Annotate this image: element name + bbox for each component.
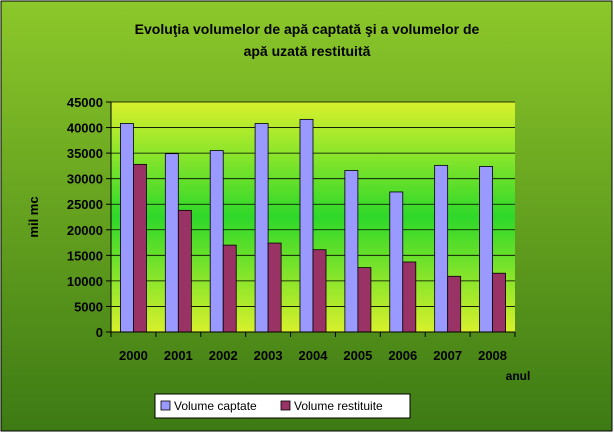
x-tick-label: 2000 (119, 348, 148, 363)
bar-restituite-2000 (133, 163, 147, 333)
x-tick-label: 2006 (388, 348, 417, 363)
y-tick-label: 35000 (67, 146, 103, 161)
axes: 0 5000 10000 15000 20000 25000 30000 35000 40000… (67, 95, 516, 363)
bar-restituite-2007 (447, 275, 462, 333)
chart-title-line-1: Evoluţia volumelor de apă captată şi a v… (135, 21, 480, 37)
x-tick-label: 2005 (343, 348, 372, 363)
bar-restituite-2001 (177, 209, 192, 333)
bar-restituite-2004 (312, 249, 327, 333)
bar-captate-2003 (254, 123, 269, 333)
legend-swatch-captate (160, 400, 171, 411)
bar-captate-2008 (479, 165, 493, 333)
bar-captate-2004 (299, 118, 314, 333)
bar-restituite-2008 (492, 272, 506, 333)
y-tick-label: 20000 (67, 223, 103, 238)
bar-captate-2007 (434, 164, 449, 333)
y-tick-label: 0 (96, 325, 103, 340)
x-tick-label: 2007 (433, 348, 462, 363)
bar-restituite-2003 (267, 242, 282, 333)
y-tick-label: 45000 (67, 95, 103, 110)
bar-restituite-2002 (222, 244, 237, 333)
bars (120, 118, 506, 333)
y-tick-label: 15000 (67, 248, 103, 263)
bar-restituite-2006 (402, 261, 417, 333)
y-tick-label: 30000 (67, 172, 103, 187)
legend-swatch-restituite (280, 400, 291, 411)
x-tick-label: 2008 (478, 348, 507, 363)
bar-captate-2002 (209, 150, 224, 333)
x-tick-label: 2001 (164, 348, 193, 363)
chart-title-line-2: apă uzată restituită (244, 43, 371, 59)
bar-captate-2000 (120, 123, 134, 333)
y-tick-label: 5000 (74, 299, 103, 314)
y-tick-label: 10000 (67, 274, 103, 289)
x-tick-label: 2003 (254, 348, 283, 363)
y-tick-label: 25000 (67, 197, 103, 212)
y-tick-label: 40000 (67, 121, 103, 136)
x-axis-label: anul (506, 369, 531, 383)
x-tick-label: 2002 (209, 348, 238, 363)
legend: Volume captate Volume restituite (154, 393, 411, 419)
legend-label-captate: Volume captate (174, 399, 257, 413)
legend-label-restituite: Volume restituite (294, 399, 383, 413)
x-tick-label: 2004 (299, 348, 329, 363)
bar-captate-2005 (344, 170, 359, 333)
bar-captate-2001 (164, 153, 179, 333)
y-axis-label: mil mc (26, 196, 41, 237)
bar-captate-2006 (389, 191, 404, 333)
bar-restituite-2005 (357, 267, 372, 333)
